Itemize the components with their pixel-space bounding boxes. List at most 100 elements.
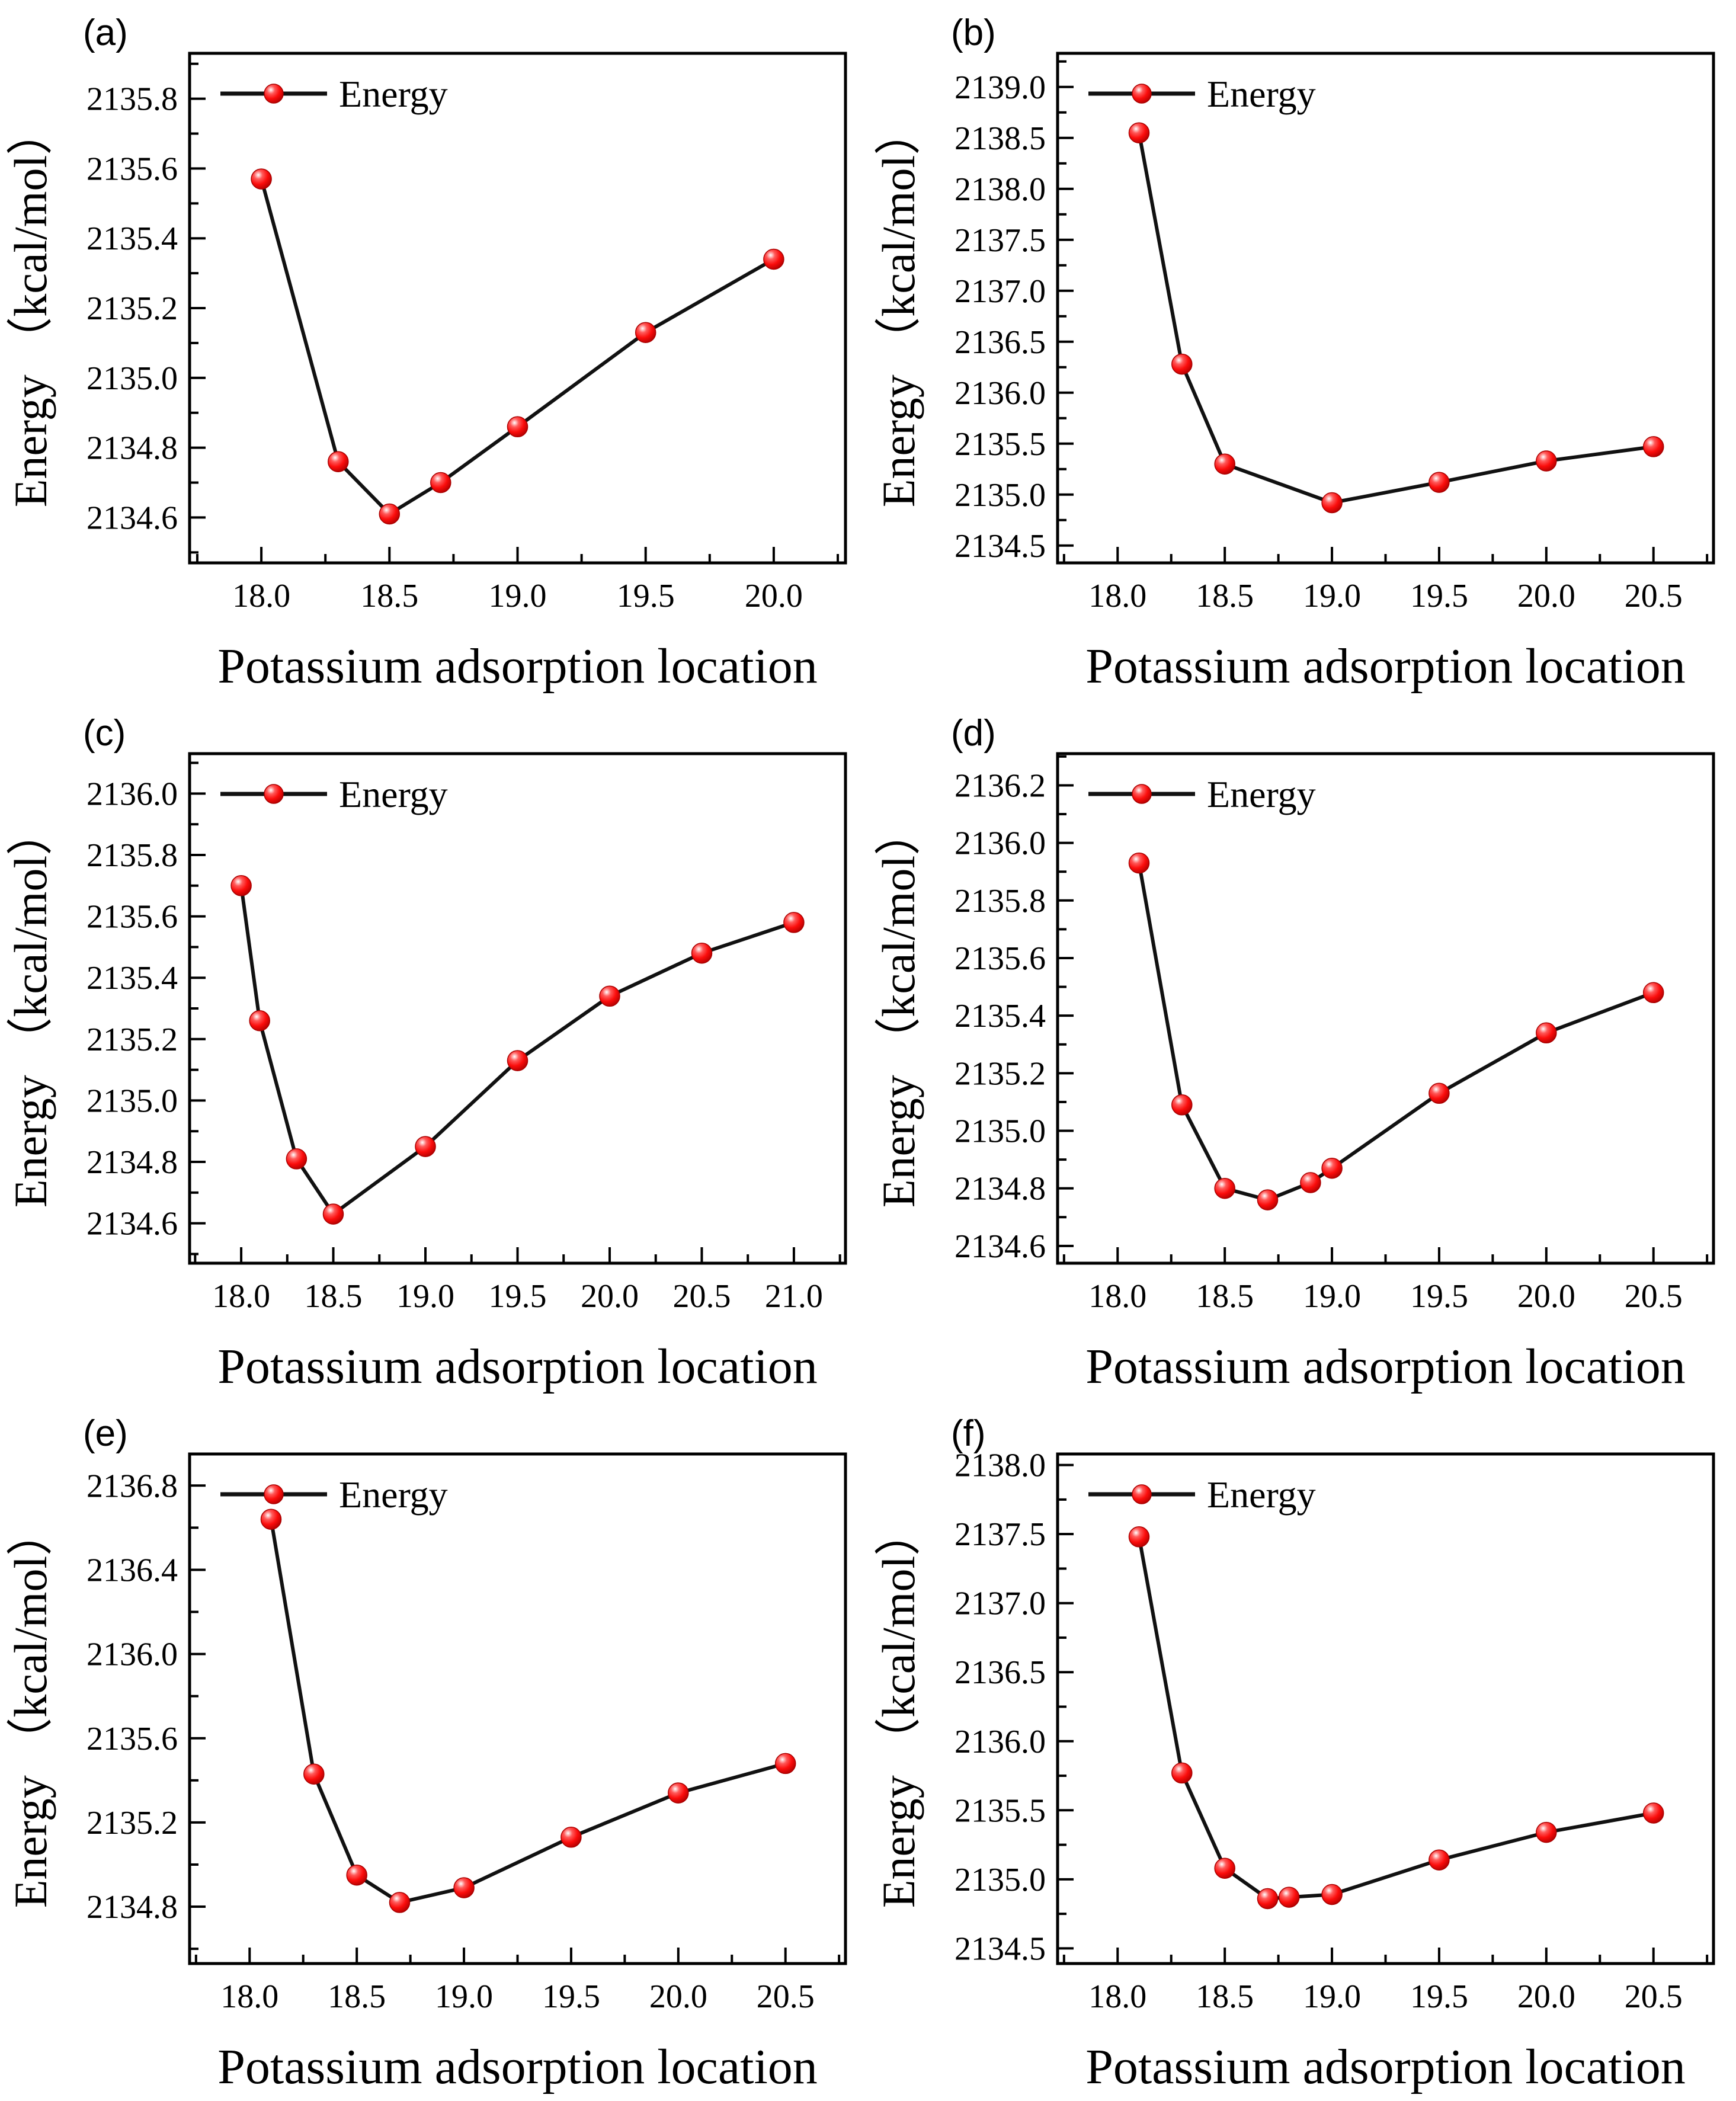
y-tick-label: 2135.8 xyxy=(955,883,1046,920)
y-tick-label: 2136.5 xyxy=(955,324,1046,361)
data-point-marker xyxy=(1257,1189,1279,1210)
x-tick-label: 19.0 xyxy=(435,1978,493,2015)
data-point-marker xyxy=(560,1827,582,1848)
y-tick-label: 2134.8 xyxy=(87,1144,178,1181)
data-point-marker xyxy=(1321,1157,1343,1179)
data-point-marker xyxy=(1128,852,1150,874)
y-tick-label: 2135.6 xyxy=(955,940,1046,977)
data-point-marker xyxy=(691,942,713,964)
y-tick-label: 2135.2 xyxy=(87,290,178,327)
x-tick-label: 18.5 xyxy=(1196,1978,1254,2015)
y-tick-label: 2139.0 xyxy=(955,69,1046,106)
legend-marker-icon xyxy=(1132,784,1152,804)
data-point-marker xyxy=(249,1010,270,1032)
panel-f: (f) 2134.5 2135.0 2135.5 2136.0 2136.5 2137.0 2… xyxy=(868,1401,1736,2101)
y-tick-label: 2136.0 xyxy=(955,825,1046,862)
legend-label: Energy xyxy=(1207,773,1316,815)
panel-label: (d) xyxy=(951,713,996,754)
y-tick-label: 2137.5 xyxy=(955,222,1046,259)
x-tick-label: 18.5 xyxy=(1196,1278,1254,1315)
data-point-marker xyxy=(635,322,656,343)
data-point-marker xyxy=(1536,1022,1557,1044)
line-chart: (a) 2134.6 2134.8 2135.0 2135.2 2135.4 2135.6 2… xyxy=(0,0,868,700)
y-tick-label: 2135.5 xyxy=(955,1792,1046,1829)
legend-label: Energy xyxy=(339,73,448,115)
x-tick-label: 20.0 xyxy=(745,578,803,614)
y-tick-label: 2135.4 xyxy=(87,220,178,257)
x-tick-label: 18.0 xyxy=(1088,1278,1146,1315)
axis-box xyxy=(1056,1452,1715,1965)
panel-background xyxy=(0,700,868,1401)
x-tick-label: 19.0 xyxy=(396,1278,454,1315)
data-point-marker xyxy=(1642,1802,1664,1824)
y-tick-label: 2137.0 xyxy=(955,273,1046,310)
data-point-marker xyxy=(1321,1884,1343,1905)
axis-box xyxy=(1056,52,1715,565)
y-tick-label: 2136.0 xyxy=(87,1636,178,1673)
x-tick-label: 20.5 xyxy=(1625,1278,1683,1315)
x-tick-label: 18.0 xyxy=(1088,578,1146,614)
line-chart: (c) 2134.6 2134.8 2135.0 2135.2 2135.4 2135.6 2… xyxy=(0,700,868,1401)
data-point-marker xyxy=(303,1763,325,1785)
data-line xyxy=(269,1517,787,1904)
y-tick-label: 2135.0 xyxy=(87,1082,178,1119)
legend-label: Energy xyxy=(339,1474,448,1516)
axis-box xyxy=(188,52,847,565)
y-axis-title: Energy （kcal/mol） xyxy=(5,109,56,507)
panel-label: (a) xyxy=(83,12,128,53)
y-tick-label: 2134.8 xyxy=(87,430,178,467)
panel-e: (e) 2134.8 2135.2 2135.6 2136.0 2136.4 2136.8 1… xyxy=(0,1401,868,2101)
x-tick-label: 20.0 xyxy=(1517,578,1575,614)
y-tick-label: 2136.0 xyxy=(87,776,178,812)
x-tick-label: 21.0 xyxy=(765,1278,823,1315)
x-tick-label: 18.0 xyxy=(220,1978,278,2015)
y-tick-label: 2135.0 xyxy=(955,1862,1046,1898)
data-point-marker xyxy=(346,1864,367,1886)
panel-label: (f) xyxy=(951,1413,986,1454)
data-point-marker xyxy=(1278,1887,1300,1908)
x-tick-label: 20.0 xyxy=(649,1978,707,2015)
data-point-marker xyxy=(1128,1526,1150,1548)
y-tick-label: 2135.4 xyxy=(955,998,1046,1035)
y-tick-label: 2135.4 xyxy=(87,960,178,997)
data-point-marker xyxy=(1321,492,1343,514)
legend-marker-icon xyxy=(1132,1484,1152,1504)
x-tick-label: 19.5 xyxy=(617,578,675,614)
y-tick-label: 2136.0 xyxy=(955,1724,1046,1760)
line-chart: (d) 2134.6 2134.8 2135.0 2135.2 2135.4 2135.6 2… xyxy=(868,700,1736,1401)
panel-background xyxy=(0,0,868,700)
x-tick-label: 20.5 xyxy=(1625,1978,1683,2015)
x-tick-label: 18.5 xyxy=(328,1978,386,2015)
data-point-marker xyxy=(763,248,784,270)
data-point-marker xyxy=(430,472,451,494)
x-tick-label: 18.5 xyxy=(1196,578,1254,614)
x-tick-label: 19.0 xyxy=(1303,1278,1361,1315)
data-point-marker xyxy=(1536,450,1557,472)
data-point-marker xyxy=(599,985,620,1007)
data-point-marker xyxy=(1171,353,1193,375)
x-tick-label: 19.5 xyxy=(1410,1278,1468,1315)
y-axis-title: Energy （kcal/mol） xyxy=(873,109,924,507)
data-point-marker xyxy=(1128,122,1150,143)
panel-c: (c) 2134.6 2134.8 2135.0 2135.2 2135.4 2135.6 2… xyxy=(0,700,868,1401)
x-tick-label: 20.0 xyxy=(1517,1978,1575,2015)
data-point-marker xyxy=(1214,453,1235,475)
data-point-marker xyxy=(286,1148,308,1170)
x-axis-title: Potassium adsorption location xyxy=(217,639,818,694)
x-tick-label: 18.5 xyxy=(360,578,418,614)
panel-label: (c) xyxy=(83,713,126,754)
x-axis-title: Potassium adsorption location xyxy=(217,2039,818,2094)
y-tick-label: 2135.2 xyxy=(87,1805,178,1841)
y-tick-label: 2137.0 xyxy=(955,1586,1046,1622)
data-point-marker xyxy=(230,875,252,896)
y-tick-label: 2135.6 xyxy=(87,150,178,187)
x-tick-label: 20.0 xyxy=(581,1278,639,1315)
y-axis-title: Energy （kcal/mol） xyxy=(5,809,56,1208)
x-tick-label: 20.0 xyxy=(1517,1278,1575,1315)
panel-background xyxy=(868,0,1736,700)
x-tick-label: 18.5 xyxy=(305,1278,363,1315)
data-point-marker xyxy=(251,168,272,190)
data-point-marker xyxy=(507,1050,529,1071)
data-point-marker xyxy=(1171,1094,1193,1116)
y-tick-label: 2135.8 xyxy=(87,81,178,118)
